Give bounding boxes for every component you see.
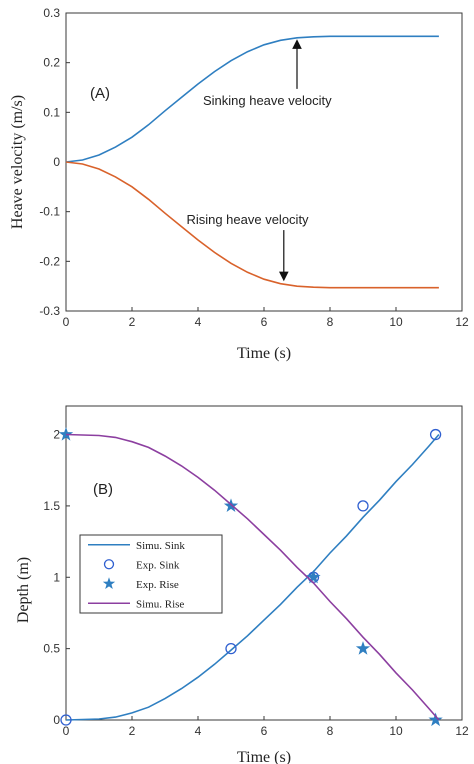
x-tick-label: 10 xyxy=(389,724,403,738)
legend-label: Simu. Rise xyxy=(136,598,184,610)
x-tick-label: 4 xyxy=(195,315,202,329)
panel-a-chart: (A) Time (s) Heave velocity (m/s) 0 2 4 6 8 1… xyxy=(9,6,469,362)
series-line xyxy=(65,35,439,163)
x-tick-label: 6 xyxy=(261,315,268,329)
data-point-circle xyxy=(60,714,72,726)
x-tick-label: 8 xyxy=(327,724,334,738)
data-point-circle xyxy=(225,642,237,655)
legend-symbol xyxy=(103,559,115,570)
legend-box xyxy=(79,534,223,614)
legend-label: Exp. Rise xyxy=(136,579,179,591)
panel-a-y-axis-title: Heave velocity (m/s) xyxy=(9,95,26,229)
x-tick-label: 8 xyxy=(327,315,334,329)
y-tick-label: 0.1 xyxy=(43,105,60,119)
x-tick-label: 0 xyxy=(63,724,70,738)
legend-symbol xyxy=(102,577,116,590)
panel-a-label: (A) xyxy=(90,85,110,102)
y-tick-label: 0.3 xyxy=(43,6,60,20)
data-point-star xyxy=(306,569,321,584)
x-tick-label: 10 xyxy=(389,315,403,329)
x-tick-label: 6 xyxy=(261,724,268,738)
data-point-star xyxy=(355,641,371,655)
y-tick-label: 0.2 xyxy=(43,56,60,70)
y-tick-label: 0.5 xyxy=(43,642,60,656)
panel-a-plot-area xyxy=(65,12,463,312)
x-tick-label: 2 xyxy=(129,315,136,329)
series-line xyxy=(65,433,440,721)
panel-a-x-axis-title: Time (s) xyxy=(237,345,291,362)
legend-label: Simu. Sink xyxy=(136,540,185,552)
y-tick-label: 0 xyxy=(53,155,60,169)
series-line xyxy=(65,433,440,721)
x-tick-label: 0 xyxy=(63,315,70,329)
y-tick-label: -0.3 xyxy=(39,304,60,318)
panel-b-label: (B) xyxy=(93,481,113,498)
panel-b-x-axis-title: Time (s) xyxy=(237,749,291,764)
legend-label: Exp. Sink xyxy=(136,559,180,571)
panel-b-y-axis-title: Depth (m) xyxy=(15,557,32,623)
x-tick-label: 4 xyxy=(195,724,202,738)
data-point-circle xyxy=(357,500,369,512)
y-tick-label: -0.1 xyxy=(39,205,60,219)
x-tick-label: 2 xyxy=(129,724,136,738)
y-tick-label: 0 xyxy=(53,713,60,727)
data-point-star xyxy=(428,712,443,727)
annotation-text: Sinking heave velocity xyxy=(203,93,332,108)
x-tick-label: 12 xyxy=(455,724,469,738)
data-point-circle xyxy=(429,428,442,441)
y-tick-label: 2 xyxy=(53,428,60,442)
x-tick-label: 12 xyxy=(455,315,469,329)
y-tick-label: 1 xyxy=(53,570,60,584)
series-line xyxy=(65,161,439,289)
y-tick-label: -0.2 xyxy=(39,254,60,268)
data-point-star xyxy=(58,427,74,441)
panel-b-chart: (B) Time (s) Depth (m) 0 2 4 6 8 10 12 0 0.5 1 1.5… xyxy=(15,405,469,764)
legend: Simu. Sink Exp. Sink Exp. Rise Simu. Rise xyxy=(79,534,223,614)
y-tick-label: 1.5 xyxy=(43,499,60,513)
annotation-text: Rising heave velocity xyxy=(186,212,309,227)
